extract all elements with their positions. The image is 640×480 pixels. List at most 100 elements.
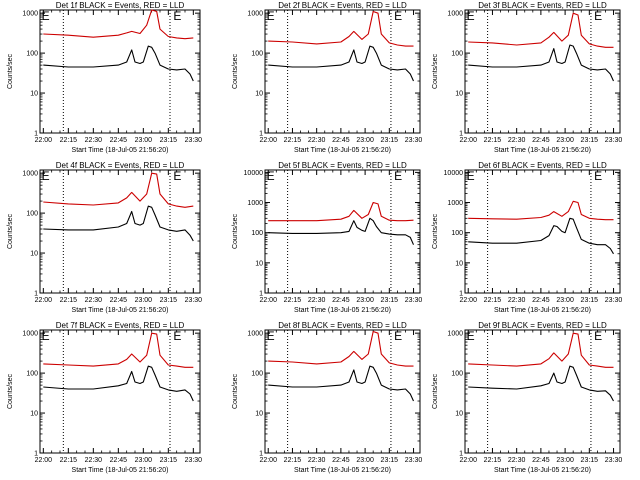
x-tick-label: 23:15 bbox=[381, 297, 399, 304]
x-axis-label: Start Time (18-Jul-05 21:56:20) bbox=[72, 147, 169, 154]
x-axis-label: Start Time (18-Jul-05 21:56:20) bbox=[494, 147, 591, 154]
x-tick-label: 23:30 bbox=[605, 457, 623, 464]
lld-series-line bbox=[468, 12, 614, 48]
x-tick-label: 22:15 bbox=[484, 297, 502, 304]
y-tick-label: 1000 bbox=[247, 11, 263, 18]
x-tick-label: 22:00 bbox=[459, 297, 477, 304]
flag-label: E bbox=[594, 329, 602, 343]
y-tick-label: 100 bbox=[26, 371, 38, 378]
lld-series-line bbox=[43, 9, 194, 40]
lld-series-line bbox=[43, 172, 194, 208]
chart-panel-9: Det 9f BLACK = Events, RED = LLD Counts/s… bbox=[432, 321, 622, 474]
y-tick-label: 10 bbox=[30, 91, 38, 98]
x-tick-label: 22:45 bbox=[110, 137, 128, 144]
lld-series-line bbox=[468, 200, 614, 221]
y-tick-label: 10 bbox=[30, 411, 38, 418]
flag-label: E bbox=[42, 169, 50, 183]
x-tick-label: 23:15 bbox=[581, 137, 599, 144]
flag-label: E bbox=[42, 9, 50, 23]
y-tick-label: 100 bbox=[451, 371, 463, 378]
y-axis-label: Counts/sec bbox=[7, 373, 14, 409]
x-tick-label: 23:00 bbox=[135, 137, 153, 144]
x-tick-label: 23:00 bbox=[556, 297, 574, 304]
y-tick-label: 1 bbox=[34, 131, 38, 138]
x-tick-label: 22:30 bbox=[308, 137, 326, 144]
flag-label: E bbox=[173, 169, 181, 183]
chart-panel-6: Det 6f BLACK = Events, RED = LLD Counts/s… bbox=[432, 161, 622, 314]
plot-frame bbox=[39, 9, 201, 134]
events-series-line bbox=[43, 205, 194, 242]
chart-title: Det 9f BLACK = Events, RED = LLD bbox=[478, 321, 607, 330]
y-tick-label: 10000 bbox=[444, 170, 464, 177]
x-tick-label: 23:30 bbox=[605, 137, 623, 144]
x-axis-label: Start Time (18-Jul-05 21:56:20) bbox=[494, 467, 591, 474]
x-tick-label: 22:15 bbox=[284, 137, 302, 144]
y-tick-label: 1000 bbox=[22, 11, 38, 18]
events-series-line bbox=[43, 365, 194, 402]
x-tick-label: 23:00 bbox=[556, 457, 574, 464]
y-tick-label: 1 bbox=[459, 131, 463, 138]
x-tick-label: 22:45 bbox=[532, 297, 550, 304]
x-tick-label: 22:30 bbox=[85, 457, 103, 464]
y-axis-label: Counts/sec bbox=[232, 373, 239, 409]
x-tick-label: 22:15 bbox=[484, 137, 502, 144]
y-tick-label: 100 bbox=[251, 371, 263, 378]
x-tick-label: 22:30 bbox=[85, 137, 103, 144]
flag-label: E bbox=[394, 9, 402, 23]
chart-title: Det 4f BLACK = Events, RED = LLD bbox=[56, 161, 185, 170]
y-tick-label: 10 bbox=[455, 260, 463, 267]
x-tick-label: 22:45 bbox=[332, 297, 350, 304]
chart-title: Det 2f BLACK = Events, RED = LLD bbox=[278, 1, 407, 10]
x-tick-label: 22:15 bbox=[60, 457, 78, 464]
x-tick-label: 22:30 bbox=[308, 297, 326, 304]
x-tick-label: 23:15 bbox=[581, 457, 599, 464]
x-tick-label: 23:15 bbox=[160, 137, 178, 144]
x-tick-label: 22:30 bbox=[308, 457, 326, 464]
events-series-line bbox=[468, 217, 614, 255]
x-tick-label: 22:00 bbox=[459, 137, 477, 144]
chart-title: Det 3f BLACK = Events, RED = LLD bbox=[478, 1, 607, 10]
flag-label: E bbox=[394, 329, 402, 343]
x-tick-label: 23:15 bbox=[160, 457, 178, 464]
x-axis-label: Start Time (18-Jul-05 21:56:20) bbox=[294, 467, 391, 474]
x-tick-label: 23:00 bbox=[135, 297, 153, 304]
y-axis-label: Counts/sec bbox=[7, 213, 14, 249]
x-tick-label: 22:00 bbox=[259, 137, 277, 144]
y-tick-label: 1 bbox=[459, 451, 463, 458]
plot-frame bbox=[464, 169, 621, 294]
x-tick-label: 22:45 bbox=[110, 457, 128, 464]
x-tick-label: 22:15 bbox=[284, 457, 302, 464]
x-tick-label: 22:30 bbox=[508, 457, 526, 464]
y-tick-label: 1 bbox=[459, 291, 463, 298]
y-tick-label: 10 bbox=[255, 260, 263, 267]
x-tick-label: 22:00 bbox=[259, 457, 277, 464]
y-tick-label: 1000 bbox=[247, 200, 263, 207]
plot-frame bbox=[39, 329, 201, 454]
chart-title: Det 1f BLACK = Events, RED = LLD bbox=[56, 1, 185, 10]
plot-frame bbox=[464, 9, 621, 134]
chart-panel-8: Det 8f BLACK = Events, RED = LLD Counts/s… bbox=[232, 321, 422, 474]
events-series-line bbox=[268, 217, 415, 245]
flag-label: E bbox=[594, 169, 602, 183]
chart-panel-7: Det 7f BLACK = Events, RED = LLD Counts/s… bbox=[7, 321, 202, 474]
x-tick-label: 23:15 bbox=[581, 297, 599, 304]
y-tick-label: 1000 bbox=[22, 171, 38, 178]
x-tick-label: 23:00 bbox=[356, 297, 374, 304]
flag-label: E bbox=[467, 169, 475, 183]
x-tick-label: 22:00 bbox=[35, 457, 53, 464]
y-tick-label: 100 bbox=[26, 211, 38, 218]
y-tick-label: 10000 bbox=[244, 170, 264, 177]
flag-label: E bbox=[394, 169, 402, 183]
chart-title: Det 6f BLACK = Events, RED = LLD bbox=[478, 161, 607, 170]
y-tick-label: 10 bbox=[455, 411, 463, 418]
x-tick-label: 22:00 bbox=[35, 297, 53, 304]
flag-label: E bbox=[42, 329, 50, 343]
y-tick-label: 1000 bbox=[22, 331, 38, 338]
lld-series-line bbox=[468, 332, 614, 368]
x-tick-label: 22:00 bbox=[459, 457, 477, 464]
flag-label: E bbox=[267, 169, 275, 183]
chart-panel-3: Det 3f BLACK = Events, RED = LLD Counts/s… bbox=[432, 1, 622, 154]
x-axis-label: Start Time (18-Jul-05 21:56:20) bbox=[294, 147, 391, 154]
flag-label: E bbox=[267, 9, 275, 23]
